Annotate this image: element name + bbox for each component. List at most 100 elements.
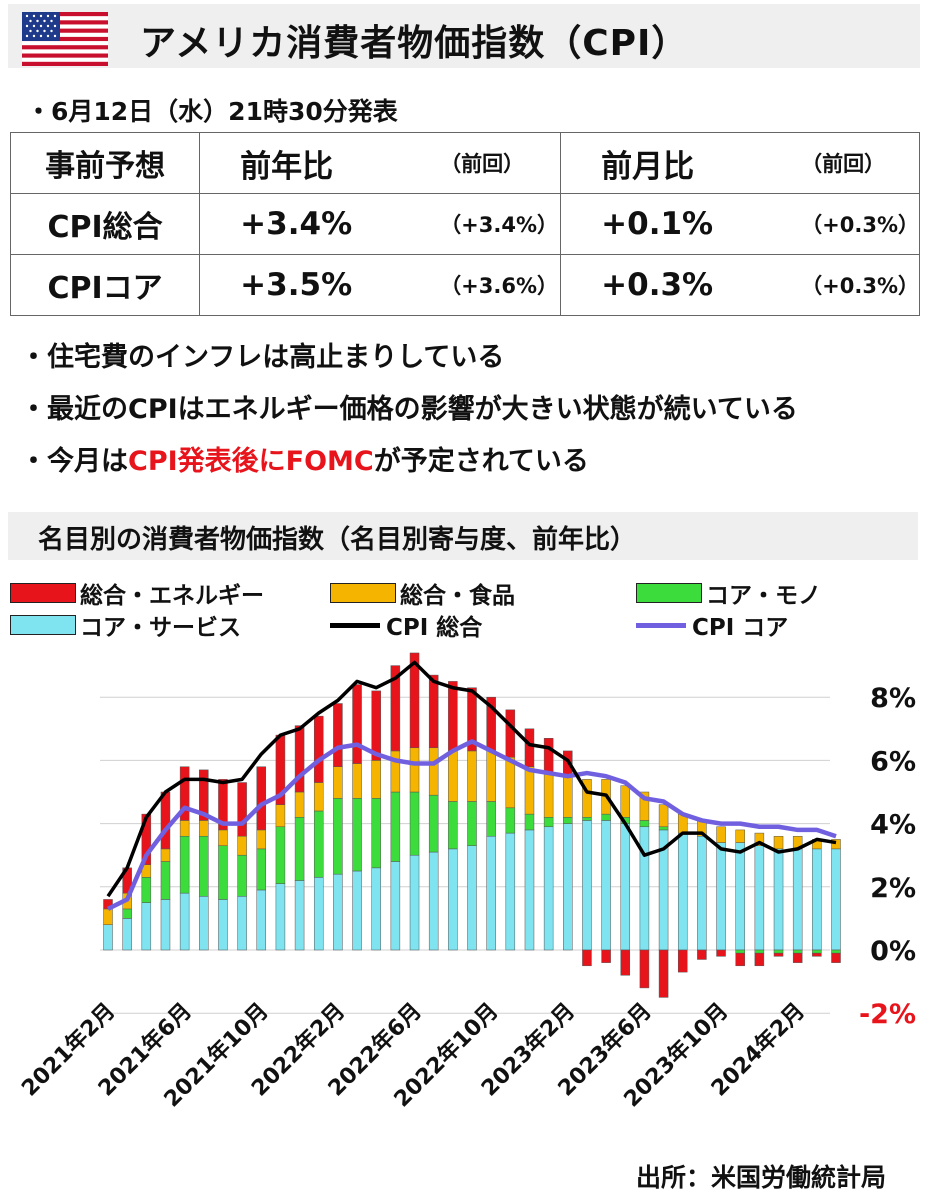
bar-food <box>218 829 228 846</box>
legend-energy: 総合・エネルギー <box>10 576 264 610</box>
bar-energy <box>812 952 822 957</box>
bar-food <box>352 763 362 799</box>
bar-goods <box>179 835 190 894</box>
bar-food <box>333 766 343 799</box>
bar-goods <box>486 801 496 837</box>
legend-line-cpi <box>330 622 380 628</box>
bar-services <box>313 877 324 951</box>
bar-goods <box>428 794 439 853</box>
bar-food <box>313 782 324 812</box>
bar-food <box>735 829 745 843</box>
y-tick-label: -2% <box>859 999 916 1030</box>
bar-goods <box>467 801 477 846</box>
bar-services <box>237 896 247 951</box>
bar-food <box>103 908 113 925</box>
bar-goods <box>333 798 343 875</box>
bar-energy <box>199 769 209 821</box>
bar-food <box>620 785 631 818</box>
bar-services <box>390 861 401 951</box>
bar-goods <box>601 813 611 821</box>
cpi-mom-previous: （+0.3%） <box>801 213 919 237</box>
legend-label-core: CPI コア <box>692 615 789 641</box>
chart-section-title: 名目別の消費者物価指数（名目別寄与度、前年比） <box>8 512 918 560</box>
bar-goods <box>390 791 401 862</box>
bar-services <box>524 829 535 951</box>
core-mom-previous: （+0.3%） <box>801 274 919 298</box>
bar-services <box>563 823 573 951</box>
bar-services <box>275 883 286 951</box>
bar-services <box>218 899 228 951</box>
bar-energy <box>601 949 611 963</box>
bar-goods <box>831 949 841 954</box>
bar-services <box>620 823 631 951</box>
bar-services <box>716 842 726 951</box>
bar-services <box>582 820 592 951</box>
bar-food <box>486 750 496 802</box>
bar-food <box>754 832 765 846</box>
bar-services <box>371 867 381 951</box>
bar-services <box>792 848 803 951</box>
bar-services <box>294 880 305 951</box>
bar-goods <box>658 826 669 831</box>
bar-food <box>294 791 305 818</box>
bar-energy <box>371 690 381 761</box>
bar-services <box>448 848 458 951</box>
bar-energy <box>256 766 267 831</box>
bar-energy <box>505 709 516 758</box>
legend-services: コア・サービス <box>10 608 241 642</box>
bar-goods <box>141 877 152 903</box>
bar-food <box>773 835 784 850</box>
bar-food <box>160 848 171 862</box>
announcement-date: ・6月12日（水）21時30分発表 <box>26 97 398 126</box>
legend-cpi: CPI 総合 <box>330 608 482 642</box>
bar-energy <box>428 674 439 749</box>
bar-energy <box>543 738 554 774</box>
bar-food <box>275 804 286 828</box>
y-tick-label: 0% <box>870 936 916 967</box>
bar-energy <box>792 952 803 963</box>
bar-goods <box>812 949 822 954</box>
bar-services <box>754 845 765 951</box>
bar-energy <box>237 782 247 837</box>
bar-energy <box>467 687 477 752</box>
bar-goods <box>639 820 650 828</box>
bar-food <box>179 820 190 837</box>
bar-services <box>505 832 516 951</box>
bar-food <box>371 760 381 799</box>
legend-swatch-services <box>10 615 76 635</box>
bar-services <box>697 835 707 951</box>
bar-goods <box>543 817 554 828</box>
bullet-fomc-suffix: が予定されている <box>373 446 589 477</box>
bar-goods <box>294 817 305 881</box>
forecast-table: 事前予想 前年比 （前回） 前月比 （前回） CPI総合 +3.4% （+3.4… <box>9 132 920 316</box>
bar-services <box>428 851 439 951</box>
bar-energy <box>160 791 171 850</box>
y-tick-label: 8% <box>870 683 916 714</box>
bar-services <box>141 902 152 951</box>
legend-swatch-food <box>330 583 396 603</box>
bar-food <box>543 772 554 818</box>
legend-label-food: 総合・食品 <box>400 583 515 609</box>
bar-services <box>601 820 611 951</box>
bar-energy <box>179 766 190 821</box>
bar-food <box>256 829 267 850</box>
bar-services <box>467 845 477 951</box>
bar-services <box>773 848 784 951</box>
bar-food <box>428 747 439 796</box>
bar-energy <box>754 952 765 967</box>
cpi-contribution-chart: -2%0%2%4%6%8%2021年2月2021年6月2021年10月2022年… <box>17 652 916 1112</box>
bar-food <box>563 775 573 818</box>
bar-services <box>486 835 496 951</box>
bar-energy <box>620 949 631 976</box>
table-row: CPIコア +3.5% （+3.6%） +0.3% （+0.3%） <box>9 254 920 316</box>
bar-food <box>524 766 535 815</box>
mom-prev-header: （前回） <box>801 152 886 176</box>
bullet-energy: ・最近のCPIはエネルギー価格の影響が大きい状態が続いている <box>20 394 798 425</box>
bar-energy <box>294 725 305 793</box>
bar-food <box>237 835 247 856</box>
bar-services <box>409 854 420 951</box>
bar-energy <box>831 952 841 963</box>
y-tick-label: 4% <box>870 810 916 841</box>
y-tick-label: 2% <box>870 873 916 904</box>
bar-services <box>352 870 362 951</box>
